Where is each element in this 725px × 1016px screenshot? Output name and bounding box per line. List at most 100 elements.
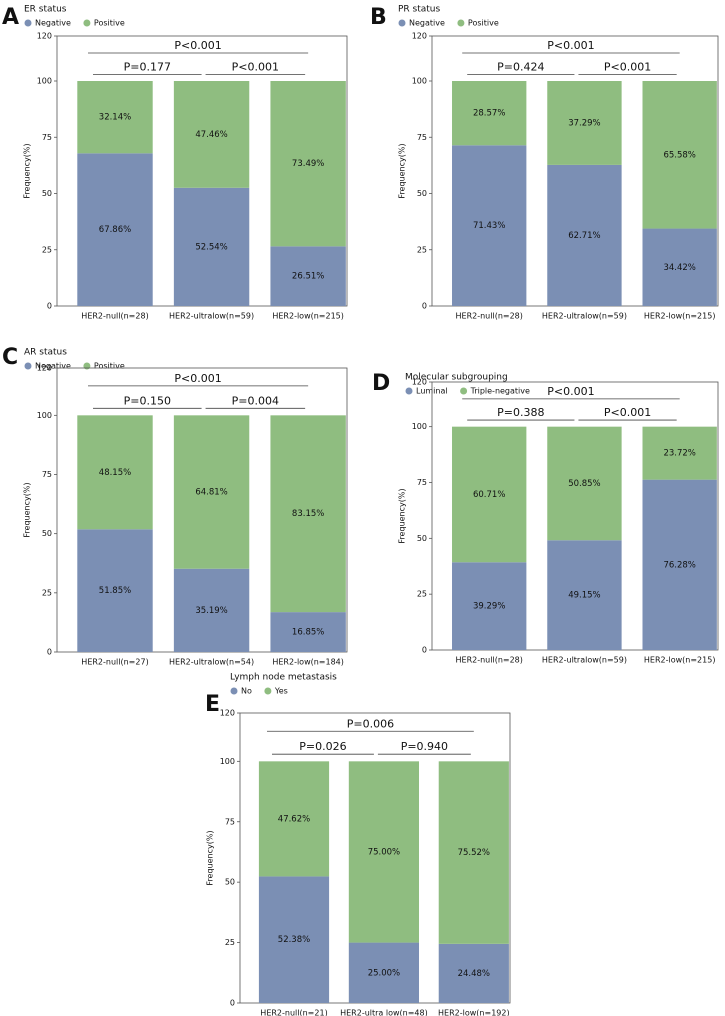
- bar-segment: [438, 761, 509, 944]
- x-tick-label: HER2-null(n=21): [260, 1009, 327, 1016]
- value-label: 83.15%: [292, 509, 324, 519]
- x-tick-label: HER2-low(n=215): [272, 312, 344, 321]
- value-label: 47.62%: [278, 814, 310, 824]
- panel-letter: D: [372, 371, 390, 396]
- y-axis-label: Frequency(%): [23, 143, 32, 198]
- x-tick-label: HER2-ultra low(n=48): [340, 1009, 428, 1016]
- y-tick-label: 75: [42, 133, 52, 142]
- y-tick-label: 25: [417, 590, 427, 599]
- y-axis-label: Frequency(%): [206, 830, 215, 885]
- value-label: 52.54%: [195, 242, 227, 252]
- legend-swatch: [83, 362, 91, 370]
- bar-segment: [77, 81, 153, 154]
- legend-swatch: [398, 19, 406, 27]
- value-label: 28.57%: [473, 109, 505, 119]
- y-tick-label: 0: [422, 302, 427, 311]
- chart-title: PR status: [398, 5, 441, 15]
- y-tick-label: 120: [220, 709, 235, 718]
- bar-segment: [642, 228, 717, 306]
- value-label: 39.29%: [473, 602, 505, 612]
- bar-segment: [348, 761, 420, 943]
- x-tick-label: HER2-ultralow(n=59): [169, 312, 254, 321]
- legend-label: Negative: [35, 19, 71, 28]
- p-value: P=0.940: [401, 740, 448, 753]
- legend-label: Positive: [468, 19, 499, 28]
- bar-segment: [258, 761, 330, 877]
- y-axis-label: Frequency(%): [23, 482, 32, 537]
- bar-segment: [438, 943, 509, 1003]
- value-label: 71.43%: [473, 221, 505, 231]
- bar-segment: [547, 540, 622, 650]
- legend-swatch: [83, 19, 91, 27]
- y-axis-label: Frequency(%): [398, 488, 407, 543]
- bar-segment: [547, 81, 622, 165]
- p-value: P<0.001: [547, 39, 594, 52]
- bar-segment: [642, 81, 717, 229]
- bar-segment: [77, 529, 153, 652]
- bar-segment: [77, 153, 153, 306]
- legend-swatch: [460, 387, 468, 395]
- y-tick-label: 75: [417, 478, 427, 487]
- p-value: P=0.177: [124, 60, 171, 73]
- y-tick-label: 100: [37, 77, 52, 86]
- value-label: 52.38%: [278, 935, 310, 945]
- legend-label: Negative: [409, 19, 445, 28]
- value-label: 23.72%: [663, 449, 695, 459]
- value-label: 37.29%: [568, 118, 600, 128]
- y-tick-label: 75: [225, 817, 235, 826]
- value-label: 47.46%: [195, 130, 227, 140]
- bar-segment: [173, 81, 250, 188]
- p-value: P<0.001: [604, 406, 651, 419]
- x-tick-label: HER2-low(n=215): [644, 312, 716, 321]
- value-label: 65.58%: [663, 150, 695, 160]
- bar-segment: [173, 187, 250, 306]
- legend-swatch: [405, 387, 413, 395]
- bar-segment: [452, 562, 527, 650]
- value-label: 49.15%: [568, 591, 600, 601]
- x-tick-label: HER2-ultralow(n=59): [542, 312, 627, 321]
- y-tick-label: 120: [412, 32, 427, 41]
- legend-label: Yes: [274, 687, 288, 696]
- value-label: 32.14%: [99, 113, 131, 123]
- y-tick-label: 50: [42, 529, 52, 538]
- y-tick-label: 25: [42, 588, 52, 597]
- legend-label: Negative: [35, 362, 71, 371]
- p-value: P=0.388: [497, 406, 544, 419]
- value-label: 26.51%: [292, 272, 324, 282]
- bar-segment: [270, 612, 346, 652]
- legend-label: Triple-negative: [470, 387, 530, 396]
- legend-label: No: [241, 687, 252, 696]
- y-tick-label: 75: [417, 133, 427, 142]
- value-label: 24.48%: [458, 969, 490, 979]
- panel-letter: C: [2, 345, 18, 370]
- value-label: 76.28%: [663, 560, 695, 570]
- y-tick-label: 0: [47, 648, 52, 657]
- bar-segment: [452, 145, 527, 306]
- legend-label: Positive: [94, 362, 125, 371]
- panel-letter: B: [370, 5, 387, 30]
- y-tick-label: 100: [412, 422, 427, 431]
- value-label: 25.00%: [368, 968, 400, 978]
- legend-swatch: [24, 362, 32, 370]
- y-tick-label: 100: [37, 411, 52, 420]
- p-value: P<0.001: [232, 60, 279, 73]
- bar-segment: [547, 426, 622, 541]
- p-value: P=0.424: [497, 60, 544, 73]
- value-label: 16.85%: [292, 628, 324, 638]
- chart-title: AR status: [24, 348, 67, 358]
- legend-swatch: [264, 687, 272, 695]
- p-value: P=0.150: [124, 394, 171, 407]
- p-value: P<0.001: [547, 385, 594, 398]
- value-label: 75.52%: [458, 848, 490, 858]
- y-tick-label: 0: [422, 646, 427, 655]
- x-tick-label: HER2-null(n=28): [456, 656, 523, 665]
- legend-swatch: [457, 19, 465, 27]
- bar-segment: [642, 426, 717, 480]
- y-tick-label: 25: [42, 245, 52, 254]
- value-label: 51.85%: [99, 586, 131, 596]
- value-label: 67.86%: [99, 225, 131, 235]
- y-tick-label: 100: [220, 757, 235, 766]
- y-tick-label: 25: [417, 245, 427, 254]
- panel-letter: E: [205, 692, 220, 717]
- y-tick-label: 25: [225, 938, 235, 947]
